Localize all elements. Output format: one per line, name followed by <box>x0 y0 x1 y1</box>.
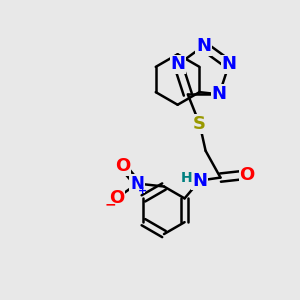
Text: N: N <box>130 175 144 193</box>
Text: O: O <box>240 166 255 184</box>
Text: N: N <box>192 172 207 190</box>
Text: N: N <box>196 37 211 55</box>
Text: S: S <box>193 115 206 133</box>
Text: −: − <box>105 197 116 211</box>
Text: +: + <box>138 186 147 196</box>
Text: N: N <box>171 56 186 74</box>
Text: O: O <box>115 157 130 175</box>
Text: N: N <box>221 56 236 74</box>
Text: H: H <box>181 171 192 185</box>
Text: N: N <box>212 85 227 103</box>
Text: O: O <box>109 189 124 207</box>
